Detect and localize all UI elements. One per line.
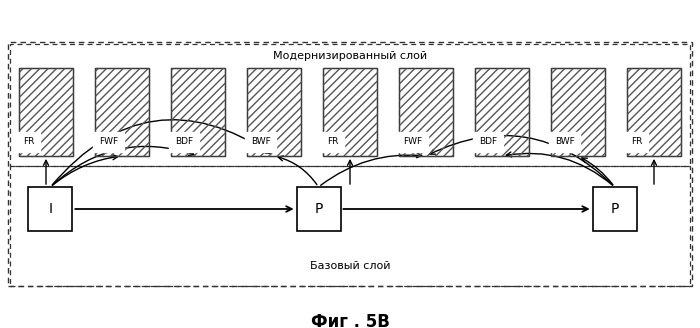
Bar: [29, 187, 72, 231]
Bar: [19, 68, 73, 156]
Bar: [627, 68, 681, 156]
Bar: [475, 68, 529, 156]
Bar: [19, 68, 73, 156]
Text: FWF: FWF: [99, 137, 118, 147]
Bar: [551, 68, 605, 156]
Bar: [323, 68, 377, 156]
Text: Базовый слой: Базовый слой: [309, 261, 391, 271]
Bar: [247, 68, 301, 156]
Text: FR: FR: [327, 137, 338, 147]
Bar: [399, 68, 453, 156]
Bar: [95, 68, 149, 156]
Bar: [627, 68, 681, 156]
Text: FR: FR: [23, 137, 34, 147]
Bar: [10, 44, 690, 166]
Bar: [171, 68, 225, 156]
Text: FR: FR: [631, 137, 643, 147]
Bar: [171, 68, 225, 156]
Bar: [95, 68, 149, 156]
Bar: [247, 68, 301, 156]
Text: BWF: BWF: [555, 137, 575, 147]
Bar: [551, 68, 605, 156]
Text: Фиг . 5B: Фиг . 5B: [311, 313, 389, 328]
Bar: [475, 68, 529, 156]
Bar: [593, 187, 636, 231]
Bar: [399, 68, 453, 156]
Bar: [10, 166, 690, 286]
Bar: [323, 68, 377, 156]
Text: BWF: BWF: [251, 137, 271, 147]
Text: Модернизированный слой: Модернизированный слой: [273, 51, 427, 61]
Bar: [297, 187, 340, 231]
Text: FWF: FWF: [403, 137, 422, 147]
Text: P: P: [610, 202, 619, 216]
Text: I: I: [48, 202, 52, 216]
Text: BDF: BDF: [479, 137, 497, 147]
Text: BDF: BDF: [175, 137, 193, 147]
Text: P: P: [314, 202, 323, 216]
